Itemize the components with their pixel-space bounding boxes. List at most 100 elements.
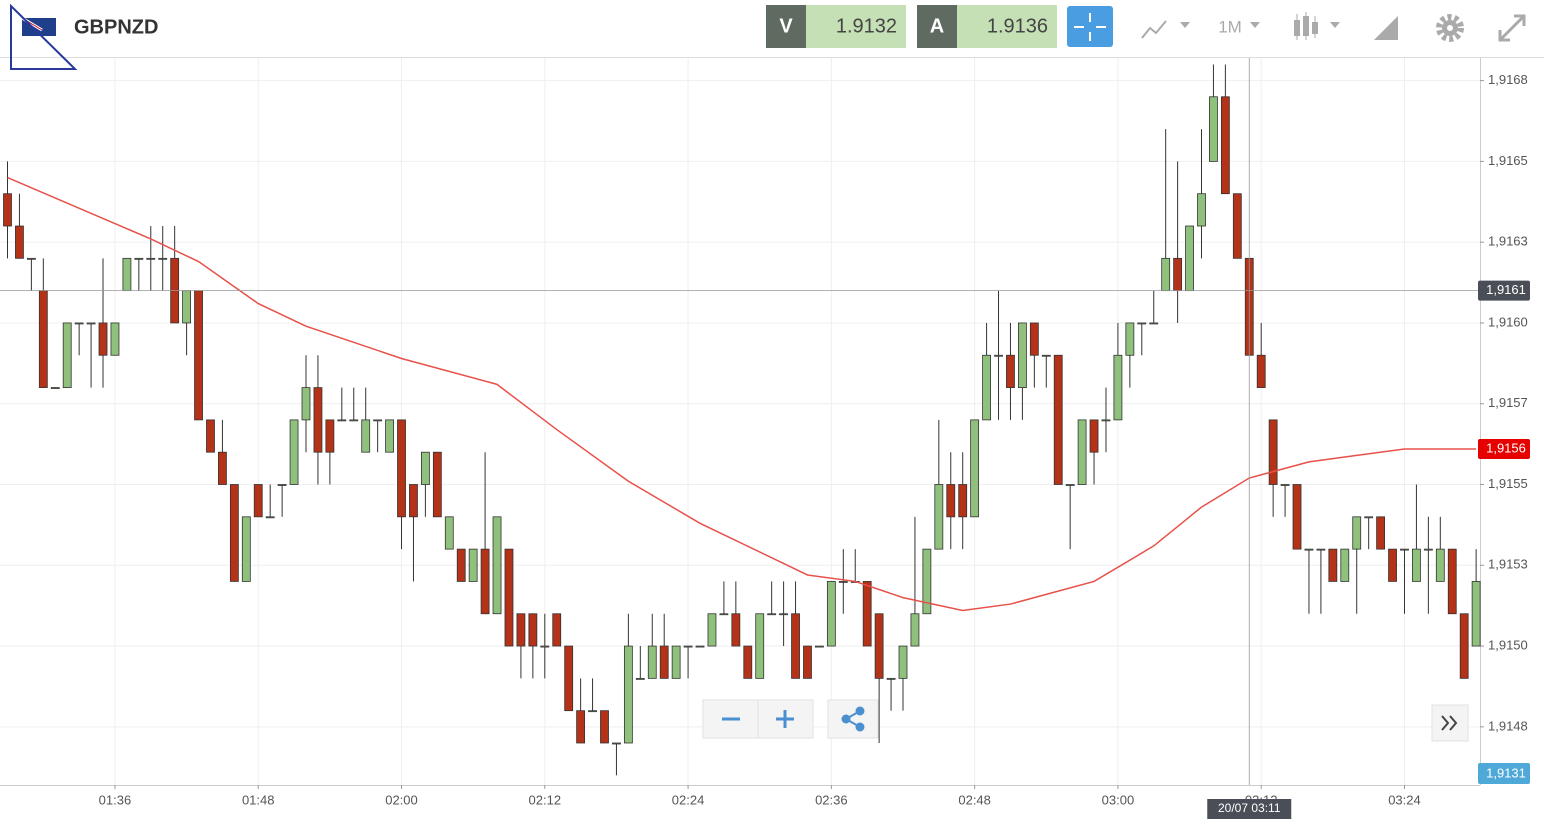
y-tick-label: 1,9148 <box>1488 718 1528 733</box>
crosshair-price-box <box>1478 280 1530 301</box>
candle-body <box>277 484 287 486</box>
candle-body <box>397 419 406 518</box>
settings-button[interactable] <box>1436 14 1464 42</box>
candle-body <box>1029 322 1039 356</box>
candle-body <box>1149 322 1159 325</box>
candle-body <box>886 677 896 680</box>
candle-body <box>432 451 442 518</box>
candle-body <box>38 290 48 388</box>
candle-body <box>922 548 932 615</box>
candle-body <box>253 484 263 518</box>
candle-body <box>623 645 633 744</box>
crosshair-button[interactable] <box>1067 6 1113 47</box>
share-box <box>827 699 879 739</box>
candle-body <box>1400 548 1409 551</box>
x-tick-label: 02:12 <box>529 792 562 807</box>
fullscreen-button[interactable] <box>1498 14 1526 42</box>
candle-body <box>98 322 108 356</box>
candle-body <box>1041 354 1051 357</box>
symbol: GBPNZD <box>74 16 158 38</box>
timeframe[interactable]: 1M <box>1218 17 1242 36</box>
candle-body <box>695 645 705 648</box>
candle-body <box>373 419 383 422</box>
candle-body <box>325 419 335 453</box>
candle-body <box>15 225 24 259</box>
candle-body <box>707 613 717 647</box>
bid-badge-box <box>1478 763 1530 784</box>
candle-body <box>146 257 156 260</box>
candle-body <box>767 613 777 616</box>
y-tick-label: 1,9163 <box>1488 234 1528 249</box>
bid-badge: 1,9131 <box>1486 765 1526 780</box>
sell-label: V <box>779 15 793 37</box>
y-tick-label: 1,9157 <box>1488 395 1528 410</box>
candle-body <box>910 613 920 647</box>
scroll-end-button[interactable] <box>1441 715 1458 731</box>
candle-body <box>194 290 203 421</box>
candle-body <box>528 613 538 647</box>
candle-body <box>815 645 824 648</box>
candle-body <box>420 451 430 485</box>
candle-body <box>600 710 609 744</box>
sell-price-box[interactable] <box>806 5 906 48</box>
candle-body <box>1006 354 1015 388</box>
draw-tools-button[interactable] <box>1374 16 1398 40</box>
candle-body <box>229 484 239 582</box>
candle-body <box>504 548 514 647</box>
buy-price-box[interactable] <box>957 5 1057 48</box>
buy-price: 1.9136 <box>987 15 1048 37</box>
candle-body <box>1137 322 1147 325</box>
candle-body <box>970 419 980 518</box>
candle-body <box>1125 322 1135 356</box>
zoom-controls <box>702 699 1469 742</box>
candle-body <box>803 645 812 679</box>
candle-body <box>1173 257 1183 292</box>
candle-body <box>218 451 227 485</box>
candle-body <box>289 419 299 485</box>
plot <box>3 64 1481 776</box>
candle-body <box>779 613 788 616</box>
share-button[interactable] <box>841 706 865 732</box>
candle-body <box>564 645 574 712</box>
candle-style-button[interactable] <box>1294 12 1340 40</box>
candle-body <box>26 257 36 260</box>
candle-body <box>62 322 72 388</box>
y-tick-label: 1,9155 <box>1488 476 1528 491</box>
buy-button[interactable] <box>917 5 957 48</box>
candle-body <box>1412 548 1421 582</box>
candle-body <box>1197 193 1206 227</box>
chart-type-button[interactable] <box>1141 20 1190 39</box>
candle-body <box>874 613 884 679</box>
candle-body <box>731 613 741 647</box>
candle-body <box>671 645 681 679</box>
selection-marker <box>10 3 78 70</box>
candle-body <box>158 257 168 260</box>
x-tick-label: 01:36 <box>99 792 132 807</box>
candle-body <box>265 516 275 519</box>
buy-label: A <box>930 15 944 37</box>
y-tick-label: 1,9150 <box>1488 637 1528 652</box>
candle-body <box>313 387 323 453</box>
candle-body <box>1232 193 1242 259</box>
candle-body <box>1113 354 1123 421</box>
candle-body <box>1089 419 1099 453</box>
grid: 1,9148 1,9150 1,9153 1,9155 1,9157 1,9160 1,91… <box>0 58 1528 807</box>
candle-body <box>635 677 645 680</box>
candle-body <box>791 613 800 679</box>
sell-button[interactable] <box>766 5 806 48</box>
candle-body <box>301 387 311 421</box>
candle-body <box>1316 548 1326 551</box>
y-tick-label: 1,9153 <box>1488 557 1528 572</box>
candle-body <box>468 548 478 582</box>
candle-body <box>552 613 562 647</box>
candle-body <box>1364 516 1374 519</box>
zoom-in[interactable] <box>776 710 794 728</box>
timeframe-caret <box>1250 22 1260 28</box>
candle-body <box>1292 484 1302 550</box>
candle-body <box>516 613 526 647</box>
y-tick-label: 1,9160 <box>1488 314 1528 329</box>
candle-body <box>1101 419 1111 422</box>
candle-body <box>456 548 466 582</box>
candle-body <box>1459 613 1469 679</box>
candle-body <box>385 419 394 453</box>
